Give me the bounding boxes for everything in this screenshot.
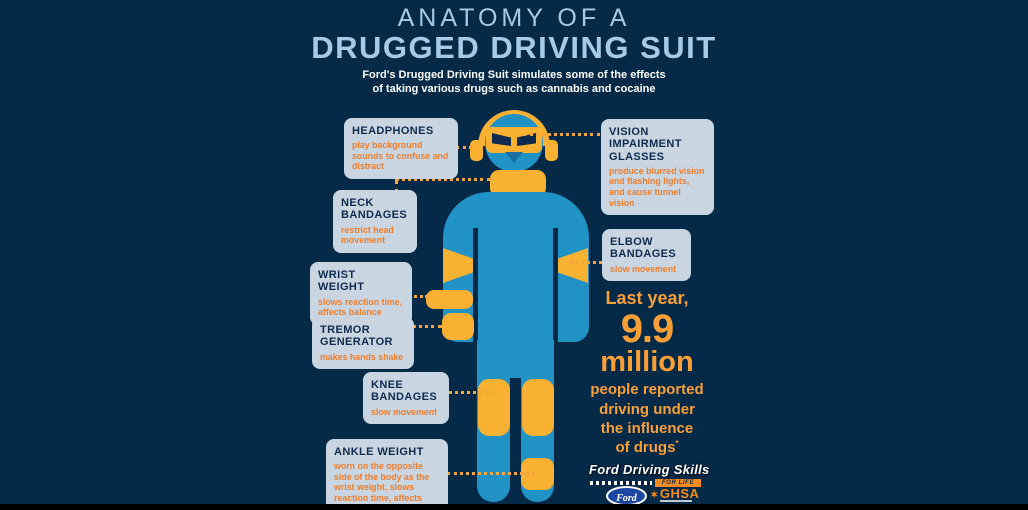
knee-bandage-left (478, 379, 510, 436)
stat-description: people reported driving under the influe… (576, 380, 718, 457)
knee-label-title: KNEE BANDAGES (371, 379, 438, 404)
stat-number: 9.9 (620, 306, 675, 351)
stat-footnote-mark: * (675, 438, 679, 448)
wrist-label-title: WRIST WEIGHT (318, 269, 365, 294)
statistic-block: Last year, 9.9 million people reported d… (576, 288, 718, 457)
connector-headphones (456, 146, 472, 149)
ghsa-tagline-strip (660, 500, 692, 502)
headphones-earcup-right (545, 140, 558, 161)
elbow-label: ELBOW BANDAGES slow movement (602, 229, 691, 282)
connector-wrist (409, 295, 428, 298)
connector-neck (395, 178, 491, 181)
vision-label-desc: produce blurred vision and flashing ligh… (609, 165, 705, 208)
connector-neck-vertical (395, 181, 398, 192)
knee-label: KNEE BANDAGES slow movement (363, 372, 449, 425)
neck-label-title: NECK BANDAGES (341, 197, 408, 222)
tremor-label-desc: makes hands shake (320, 351, 404, 362)
stat-line3: the influence (600, 419, 694, 437)
arm-gap-left (473, 228, 478, 342)
connector-vision (523, 133, 600, 136)
tremor-generator-graphic (442, 313, 474, 340)
stat-line1: people reported (590, 381, 704, 399)
stat-line4: of drugs* (615, 438, 679, 456)
headphones-label-title: HEADPHONES (352, 125, 434, 137)
neck-label-desc: restrict head movement (341, 224, 394, 246)
stat-unit: million (600, 345, 694, 378)
headphones-label: HEADPHONES play background sounds to con… (344, 118, 458, 179)
connector-tremor (412, 325, 442, 328)
figure-nose-shadow (505, 152, 523, 163)
ghsa-logo: ✶GHSA (650, 486, 699, 501)
bottom-bar (0, 504, 1028, 510)
headphones-earcup-left (470, 140, 483, 161)
headphones-label-desc: play background sounds to confuse and di… (352, 140, 449, 172)
page-title-line1: ANATOMY OF A (397, 4, 631, 32)
ghsa-text: GHSA (659, 486, 700, 501)
stat-intro: Last year, (605, 288, 689, 308)
ghsa-compass-icon: ✶ (650, 490, 659, 501)
vision-label: VISION IMPAIRMENT GLASSES produce blurre… (601, 119, 714, 216)
ankle-label: ANKLE WEIGHT worn on the opposite side o… (326, 439, 448, 510)
knee-bandage-right (522, 379, 554, 436)
elbow-label-title: ELBOW BANDAGES (610, 236, 677, 261)
ankle-label-desc: worn on the opposite side of the body as… (334, 461, 430, 510)
page-title-line2: DRUGGED DRIVING SUIT (311, 30, 717, 65)
stat-line2: driving under (599, 400, 695, 418)
ford-oval-text: Ford (616, 493, 637, 504)
ford-oval-logo: Ford (606, 486, 647, 506)
subtitle-line1: Ford's Drugged Driving Suit simulates so… (362, 69, 666, 81)
for-life-badge: FOR LIFE (655, 479, 701, 487)
ford-driving-skills-logo: Ford Driving Skills (589, 462, 710, 477)
connector-ankle (447, 472, 535, 475)
wrist-weight-graphic (426, 290, 473, 309)
connector-elbow (570, 261, 602, 264)
connector-knee (449, 391, 494, 394)
knee-label-desc: slow movement (371, 406, 437, 417)
ankle-label-title: ANKLE WEIGHT (334, 446, 424, 458)
subtitle-line2: of taking various drugs such as cannabis… (372, 82, 656, 95)
wrist-label-desc: slows reaction time, affects balance (318, 296, 403, 318)
arm-gap-right (553, 228, 558, 342)
neck-label: NECK BANDAGES restrict head movement (333, 190, 417, 253)
elbow-label-desc: slow movement (610, 263, 676, 274)
tremor-label: TREMOR GENERATOR makes hands shake (312, 317, 414, 370)
checkered-flag-strip (590, 481, 652, 485)
vision-label-title: VISION IMPAIRMENT GLASSES (609, 126, 682, 163)
tremor-label-title: TREMOR GENERATOR (320, 324, 393, 349)
wrist-label: WRIST WEIGHT slows reaction time, affect… (310, 262, 412, 325)
